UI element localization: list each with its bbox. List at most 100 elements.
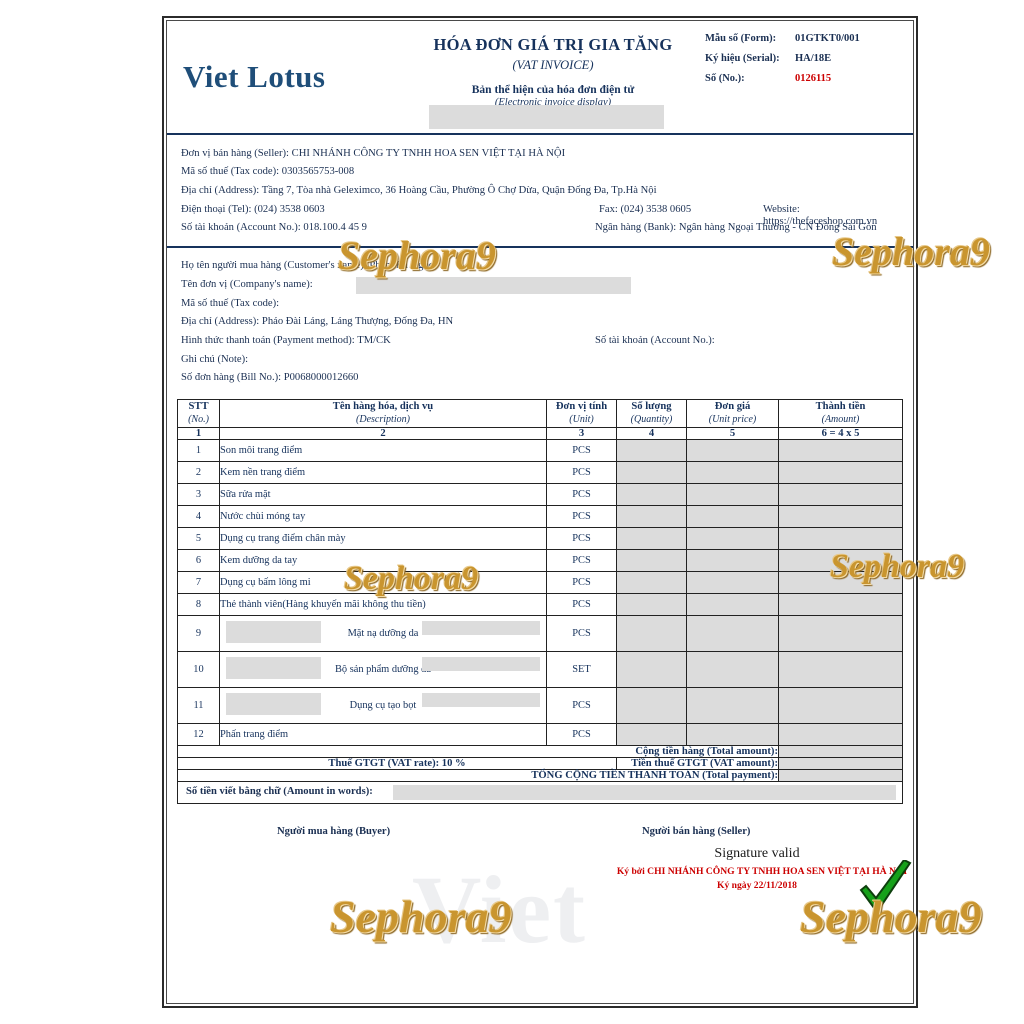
cell-amount (778, 650, 903, 688)
buyer-bill-line: Số đơn hàng (Bill No.): P0068000012660 (181, 372, 899, 384)
col-num-6: 6 = 4 x 5 (778, 426, 903, 440)
cell-price (686, 650, 779, 688)
description-redaction-right (422, 620, 540, 635)
cell-unit: PCS (546, 504, 617, 528)
description-redaction-right (422, 692, 540, 707)
vat-amount-value (778, 756, 903, 770)
col-header-unit-vi: Đơn vị tính (555, 401, 608, 413)
table-row[interactable]: 5 Dụng cụ trang điểm chân mày PCS (177, 526, 903, 550)
cell-price (686, 548, 779, 572)
col-num-5: 5 (686, 426, 779, 440)
col-num-2: 2 (219, 426, 547, 440)
cell-description-text: Mặt nạ dưỡng da (347, 627, 419, 639)
invoice-header: Viet Lotus HÓA ĐƠN GIÁ TRỊ GIA TĂNG (VAT… (167, 21, 913, 133)
table-row[interactable]: 11 Dụng cụ tạo bọt PCS (177, 686, 903, 724)
total-payment-value (778, 768, 903, 782)
table-row[interactable]: 2 Kem nền trang điểm PCS (177, 460, 903, 484)
col-header-description-vi: Tên hàng hóa, dịch vụ (332, 401, 434, 413)
buyer-signature-label: Người mua hàng (Buyer) (277, 825, 391, 837)
cell-price (686, 570, 779, 594)
table-row[interactable]: 9 Mặt nạ dưỡng da PCS (177, 614, 903, 652)
seller-address-line: Địa chỉ (Address): Tầng 7, Tòa nhà Gelex… (181, 185, 899, 197)
cell-unit: SET (546, 650, 617, 688)
amount-in-words-redaction (393, 784, 896, 800)
items-table-wrapper: Viet STT (No.) Tên hàng hóa, dịch vụ (De… (167, 399, 913, 963)
subtotal-row: Cộng tiền hàng (Total amount): (177, 744, 903, 758)
col-header-no-en: (No.) (188, 414, 209, 426)
serial-value: HA/18E (795, 53, 832, 64)
table-row[interactable]: 7 Dụng cụ bấm lông mi PCS (177, 570, 903, 594)
cell-no: 1 (177, 438, 220, 462)
total-payment-row: TỔNG CỘNG TIỀN THANH TOÁN (Total payment… (177, 768, 903, 782)
vat-rate-label: Thuế GTGT (VAT rate): 10 % (177, 756, 617, 770)
cell-no: 12 (177, 722, 220, 746)
signature-section: Người mua hàng (Buyer) Người bán hàng (S… (167, 804, 913, 954)
description-redaction-right (422, 656, 540, 671)
table-row[interactable]: 6 Kem dưỡng da tay PCS (177, 548, 903, 572)
buyer-account-label: Số tài khoản (Account No.): (595, 335, 715, 347)
buyer-customer-label: Họ tên người mua hàng (Customer's name): (181, 260, 367, 272)
vat-amount-label: Tiền thuế GTGT (VAT amount): (616, 756, 779, 770)
cell-qty (616, 504, 687, 528)
cell-unit: PCS (546, 460, 617, 484)
cell-amount (778, 592, 903, 616)
vat-row: Thuế GTGT (VAT rate): 10 % Tiền thuế GTG… (177, 756, 903, 770)
cell-description: Dụng cụ trang điểm chân mày (219, 526, 547, 550)
invoice-title-vi: HÓA ĐƠN GIÁ TRỊ GIA TĂNG (433, 35, 673, 54)
amount-in-words-label: Số tiền viết bằng chữ (Amount in words): (186, 785, 373, 797)
cell-amount (778, 526, 903, 550)
seller-website-value: https://thefaceshop.com.vn (763, 215, 878, 227)
table-row[interactable]: 10 Bộ sản phẩm dưỡng da SET (177, 650, 903, 688)
cell-amount (778, 504, 903, 528)
col-header-quantity: Số lượng (Quantity) (616, 399, 687, 428)
col-header-unit-en: (Unit) (569, 414, 594, 426)
description-redaction-left (226, 620, 321, 643)
cell-price (686, 460, 779, 484)
cell-price (686, 722, 779, 746)
cell-no: 11 (177, 686, 220, 724)
seller-name-label: Đơn vị bán hàng (Seller): (181, 147, 289, 159)
cell-description: Dụng cụ bấm lông mi (219, 570, 547, 594)
cell-qty (616, 526, 687, 550)
seller-name-value: CHI NHÁNH CÔNG TY TNHH HOA SEN VIỆT TẠI … (291, 147, 566, 159)
cell-qty (616, 722, 687, 746)
table-row[interactable]: 12 Phấn trang điểm PCS (177, 722, 903, 746)
col-header-unit: Đơn vị tính (Unit) (546, 399, 617, 428)
table-row[interactable]: 8 Thẻ thành viên(Hàng khuyến mãi không th… (177, 592, 903, 616)
table-row[interactable]: 1 Son môi trang điểm PCS (177, 438, 903, 462)
table-row[interactable]: 3 Sữa rửa mặt PCS (177, 482, 903, 506)
cell-no: 10 (177, 650, 220, 688)
col-header-description-en: (Description) (356, 414, 410, 426)
total-payment-label: TỔNG CỘNG TIỀN THANH TOÁN (Total payment… (177, 768, 779, 782)
buyer-customer-value: Phạm Bá Ngọc (369, 260, 434, 272)
subtotal-label: Cộng tiền hàng (Total amount): (177, 744, 779, 758)
col-header-unit-price-vi: Đơn giá (714, 401, 751, 413)
signature-signed-date: Ký ngày 22/11/2018 (717, 879, 797, 891)
header-redaction-block (429, 105, 664, 129)
buyer-address-line: Địa chỉ (Address): Pháo Đài Láng, Láng T… (181, 316, 899, 328)
seller-bank-line: Số tài khoản (Account No.): 018.100.4 45… (181, 222, 899, 234)
cell-amount (778, 438, 903, 462)
invoice-page-inner-border: Viet Lotus HÓA ĐƠN GIÁ TRỊ GIA TĂNG (VAT… (166, 20, 914, 1004)
green-check-icon (859, 859, 912, 914)
invoice-number-label: Số (No.): (705, 73, 745, 84)
form-info-block: Mẫu số (Form): 01GTKT0/001 Ký hiệu (Seri… (705, 33, 905, 93)
cell-qty (616, 614, 687, 652)
items-table-body: 1 Son môi trang điểm PCS 2 Kem nền trang điể… (177, 438, 903, 746)
invoice-items-table: STT (No.) Tên hàng hóa, dịch vụ (Descrip… (177, 399, 903, 782)
buyer-bill-label: Số đơn hàng (Bill No.): (181, 372, 282, 384)
cell-description: Dụng cụ tạo bọt (219, 686, 547, 724)
cell-unit: PCS (546, 722, 617, 746)
seller-tax-value: 0303565753-008 (281, 166, 355, 178)
form-number-row: Mẫu số (Form): 01GTKT0/001 (705, 33, 905, 44)
col-header-amount-en: (Amount) (821, 414, 860, 426)
col-header-no-vi: STT (188, 401, 209, 413)
cell-description: Nước chùi móng tay (219, 504, 547, 528)
seller-bank-group: Ngân hàng (Bank): Ngân hàng Ngoại Thương… (595, 222, 877, 234)
table-row[interactable]: 4 Nước chùi móng tay PCS (177, 504, 903, 528)
cell-unit: PCS (546, 526, 617, 550)
cell-unit: PCS (546, 570, 617, 594)
seller-fax-label: Fax: (599, 203, 618, 215)
cell-description: Mặt nạ dưỡng da (219, 614, 547, 652)
col-num-1: 1 (177, 426, 220, 440)
